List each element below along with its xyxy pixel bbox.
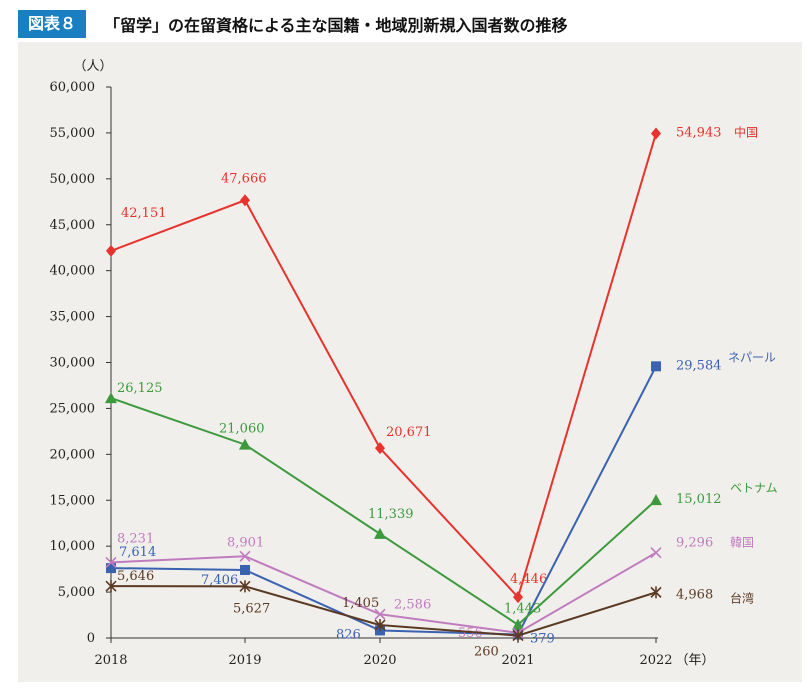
data-point: [651, 127, 661, 140]
series-name-label: ネパール: [728, 350, 776, 364]
y-tick-label: 30,000: [50, 356, 96, 371]
y-tick-label: 60,000: [50, 80, 96, 95]
data-point: [650, 586, 662, 599]
data-label: 15,012: [676, 492, 722, 507]
data-point: [106, 563, 116, 574]
figure-header: 図表８ 「留学」の在留資格による主な国籍・地域別新規入国者数の推移: [18, 10, 568, 38]
data-point: [650, 494, 662, 506]
y-tick-label: 25,000: [50, 401, 96, 416]
data-label: 826: [336, 627, 361, 642]
figure-title: 「留学」の在留資格による主な国籍・地域別新規入国者数の推移: [104, 16, 568, 35]
chart-panel: [18, 42, 802, 682]
y-tick-label: 45,000: [50, 218, 96, 233]
y-tick-label: 50,000: [50, 172, 96, 187]
series-name-label: 韓国: [730, 536, 754, 550]
data-point: [513, 591, 523, 604]
data-label: 556: [458, 626, 483, 641]
x-tick-label: 2020: [363, 653, 396, 668]
x-tick-label: 2018: [94, 653, 127, 668]
data-label: 47,666: [221, 171, 267, 186]
data-point: [374, 527, 386, 539]
data-label: 2,586: [394, 597, 431, 612]
data-label: 5,627: [233, 601, 270, 616]
data-point: [512, 618, 524, 630]
x-axis-unit: （年）: [675, 653, 714, 668]
data-label: 4,446: [510, 572, 547, 587]
data-point: [105, 556, 117, 568]
y-tick-label: 20,000: [50, 447, 96, 462]
data-label: 8,901: [227, 535, 264, 550]
data-point: [374, 619, 386, 632]
data-point: [106, 244, 116, 257]
data-label: 26,125: [117, 381, 163, 396]
data-label: 11,339: [368, 507, 414, 522]
data-label: 21,060: [219, 422, 265, 437]
figure-label: 図表８: [18, 10, 87, 38]
data-label: 379: [530, 632, 555, 647]
data-label: 29,584: [676, 358, 722, 373]
data-point: [105, 580, 117, 593]
data-point: [375, 442, 385, 455]
data-label: 7,406: [201, 573, 238, 588]
data-label: 7,614: [119, 545, 156, 560]
x-tick-label: 2019: [228, 653, 261, 668]
data-label: 20,671: [386, 425, 432, 440]
y-tick-label: 40,000: [50, 264, 96, 279]
data-point: [240, 564, 250, 575]
data-point: [650, 547, 662, 559]
data-point: [651, 361, 661, 372]
data-label: 54,943: [676, 125, 722, 140]
series-name-label: 中国: [734, 124, 758, 139]
data-label: 5,646: [117, 569, 154, 584]
y-tick-label: 10,000: [50, 539, 96, 554]
series-name-label: ベトナム: [730, 481, 778, 495]
y-axis-unit: （人）: [73, 59, 112, 74]
data-point: [239, 550, 251, 562]
y-tick-label: 15,000: [50, 493, 96, 508]
data-label: 1,405: [342, 596, 379, 611]
y-tick-label: 35,000: [50, 310, 96, 325]
data-point: [240, 194, 250, 207]
data-point: [105, 392, 117, 404]
x-tick-label: 2021: [501, 653, 534, 668]
data-point: [239, 438, 251, 450]
y-tick-label: 0: [87, 631, 95, 646]
data-point: [374, 608, 386, 620]
data-label: 1,443: [504, 602, 541, 617]
data-label: 8,231: [117, 531, 154, 546]
series-name-label: 台湾: [730, 590, 754, 605]
y-tick-label: 5,000: [58, 585, 95, 600]
data-label: 9,296: [676, 536, 713, 551]
data-point: [239, 580, 251, 593]
y-tick-label: 55,000: [50, 126, 96, 141]
data-label: 260: [474, 645, 499, 660]
x-tick-label: 2022: [639, 653, 672, 668]
data-point: [512, 629, 524, 642]
data-label: 42,151: [121, 206, 167, 221]
data-label: 4,968: [676, 587, 713, 602]
series-line-中国: [110, 133, 657, 600]
